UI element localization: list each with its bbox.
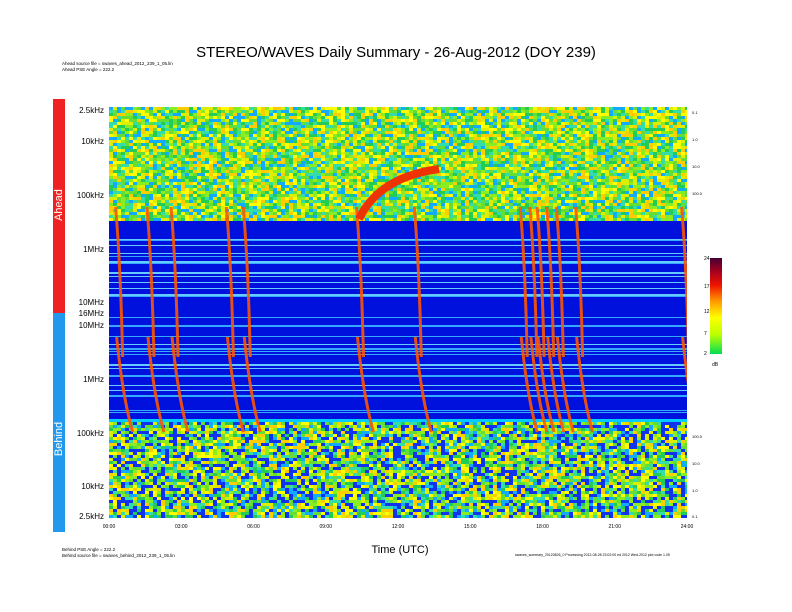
burst-13 (680, 206, 687, 385)
burst-0 (114, 206, 135, 433)
behind-sidebar: Behind (53, 313, 65, 532)
right-tick-ahead-10.0: 10.0 (692, 164, 700, 169)
burst-8 (528, 206, 549, 433)
x-tick-1200: 12:00 (391, 524, 405, 530)
right-tick-behind-1.0: 1.0 (692, 488, 698, 493)
burst-11 (554, 206, 575, 433)
burst-4 (241, 206, 262, 433)
arc-burst (355, 165, 440, 221)
burst-7 (518, 206, 539, 433)
y-tick-ahead-1mhz: 1MHz (83, 245, 104, 254)
behind-source-file: Behind source file = swaves_behind_2012_… (62, 553, 175, 558)
x-tick-1800: 18:00 (536, 524, 549, 530)
colorbar-tick-2: 2 (704, 351, 707, 357)
right-tick-behind-100.0: 100.0 (692, 434, 703, 439)
x-tick-2100: 21:00 (608, 524, 621, 530)
colorbar-tick-17: 17 (704, 284, 710, 290)
right-tick-ahead-1.0: 1.0 (692, 137, 698, 142)
ahead-sidebar-label: Ahead (53, 189, 65, 221)
x-tick-0300: 03:00 (174, 524, 188, 530)
colorbar-unit: dB (712, 362, 719, 368)
burst-3 (224, 206, 245, 433)
y-tick-ahead-10khz: 10kHz (81, 137, 104, 146)
ahead-sidebar: Ahead (53, 99, 65, 313)
colorbar (710, 258, 722, 354)
burst-2 (169, 206, 190, 433)
burst-1 (145, 206, 166, 433)
spectrogram-panel (109, 107, 687, 518)
burst-5 (354, 206, 375, 433)
burst-12 (574, 206, 595, 433)
x-tick-0900: 09:00 (319, 524, 332, 530)
colorbar-tick-7: 7 (704, 331, 707, 337)
y-tick-behind-2.5khz: 2.5kHz (79, 512, 104, 521)
processing-info: swaves_summary_20120826_0 Processing 201… (515, 553, 670, 557)
right-tick-behind-10.0: 10.0 (692, 461, 700, 466)
x-tick-0600: 06:00 (247, 524, 260, 530)
burst-10 (545, 206, 566, 433)
x-tick-2400: 24:00 (680, 524, 694, 530)
y-tick-behind-10mhz: 10MHz (78, 321, 104, 330)
y-tick-behind-100khz: 100kHz (76, 429, 104, 438)
right-tick-ahead-100.0: 100.0 (692, 191, 703, 196)
burst-9 (535, 206, 556, 433)
y-tick-ahead-10mhz: 10MHz (78, 298, 104, 307)
y-tick-behind-1mhz: 1MHz (83, 375, 104, 384)
page-title: STEREO/WAVES Daily Summary - 26-Aug-2012… (196, 44, 596, 61)
colorbar-tick-24: 24 (704, 256, 710, 262)
behind-pse-angle: Behind PSE Angle = 222.2 (62, 547, 116, 552)
y-tick-ahead-2.5khz: 2.5kHz (79, 106, 104, 115)
ahead-pse-angle: Ahead PSE Angle = 222.2 (62, 67, 115, 72)
x-tick-0000: 00:00 (102, 524, 116, 530)
ahead-source-file: Ahead source file = swaves_ahead_2012_23… (62, 61, 173, 66)
right-tick-ahead-0.1: 0.1 (692, 110, 698, 115)
colorbar-tick-12: 12 (704, 309, 710, 315)
x-tick-1500: 15:00 (463, 524, 477, 530)
y-tick-ahead-100khz: 100kHz (76, 191, 104, 200)
spectrogram-svg (109, 107, 687, 518)
y-tick-ahead-16mhz: 16MHz (78, 309, 104, 318)
y-tick-behind-10khz: 10kHz (81, 482, 104, 491)
right-tick-behind-0.1: 0.1 (692, 514, 698, 519)
x-axis-label: Time (UTC) (371, 544, 429, 556)
burst-6 (412, 206, 433, 433)
behind-sidebar-label: Behind (53, 421, 65, 457)
